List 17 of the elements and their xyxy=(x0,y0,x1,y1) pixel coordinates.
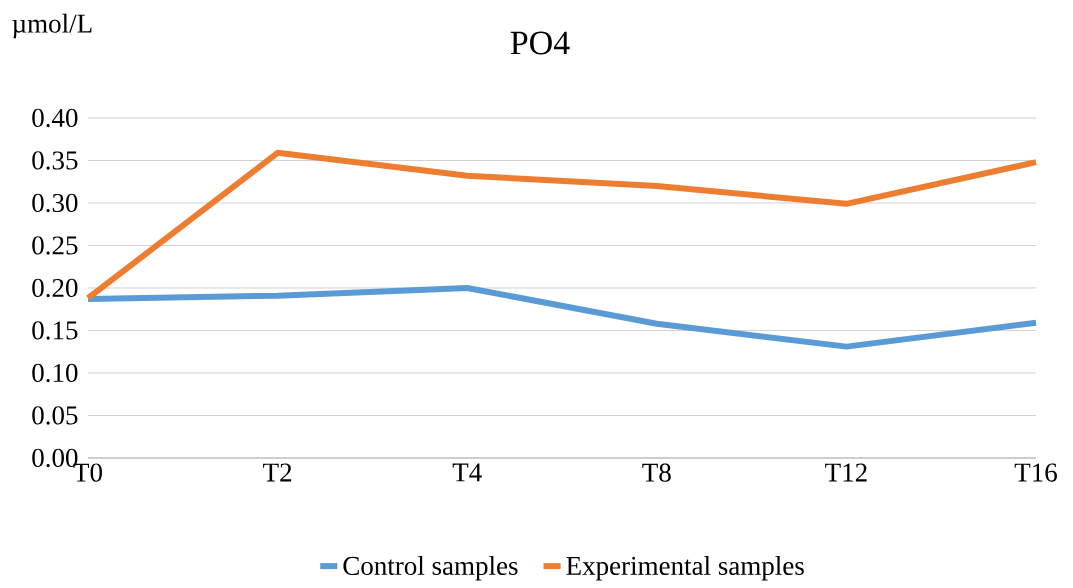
y-tick-label: 0.40 xyxy=(32,108,78,128)
y-axis-title: µmol/L xyxy=(12,13,92,39)
legend-label: Experimental samples xyxy=(566,555,804,581)
y-tick-label: 0.20 xyxy=(32,278,78,298)
x-tick-label: T16 xyxy=(1014,463,1057,482)
chart-title: PO4 xyxy=(510,31,570,55)
x-tick-label: T12 xyxy=(825,463,867,482)
y-tick-label: 0.15 xyxy=(32,321,78,340)
y-tick-label: 0.05 xyxy=(32,406,78,425)
y-tick-label: 0.35 xyxy=(32,151,78,170)
y-tick-label: 0.25 xyxy=(32,236,78,255)
y-tick-label: 0.30 xyxy=(32,193,78,213)
y-tick-label: 0.10 xyxy=(32,363,78,383)
x-tick-label: T4 xyxy=(452,463,482,482)
x-tick-label: T8 xyxy=(642,463,671,482)
legend-label: Control samples xyxy=(343,555,518,581)
x-tick-label: T2 xyxy=(263,463,292,482)
